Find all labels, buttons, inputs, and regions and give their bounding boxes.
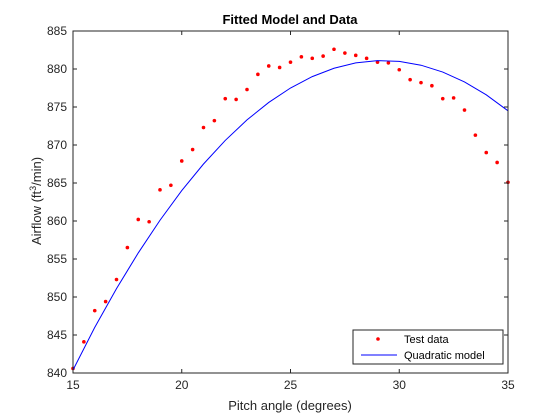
x-tick-label: 20: [175, 378, 189, 392]
y-tick-label: 845: [47, 328, 67, 342]
legend-box: [352, 329, 504, 365]
data-point: [397, 67, 402, 72]
y-tick-label: 865: [47, 176, 67, 190]
data-point: [266, 64, 271, 68]
data-point: [343, 51, 347, 55]
data-point: [353, 53, 358, 58]
data-point: [495, 160, 499, 165]
y-tick-label: 855: [47, 252, 67, 266]
data-point: [473, 133, 478, 137]
legend: Test data Quadratic model: [352, 329, 504, 365]
data-point: [169, 183, 173, 188]
data-point: [212, 118, 217, 123]
data-point: [234, 97, 238, 102]
legend-marker-test-data: [376, 337, 380, 341]
plot-area: [71, 31, 510, 373]
y-tick-label: 885: [47, 24, 67, 38]
y-axis-label-unit: /min): [29, 157, 44, 186]
data-point: [190, 147, 195, 152]
data-point: [136, 217, 141, 222]
data-point: [277, 65, 282, 70]
y-tick-label: 870: [47, 138, 67, 152]
x-tick-label: 15: [66, 378, 80, 392]
data-point: [386, 61, 391, 65]
data-point: [375, 60, 380, 64]
data-point: [299, 55, 304, 59]
plot-background: [73, 31, 508, 373]
data-point: [310, 56, 315, 61]
data-point: [462, 108, 467, 112]
data-point: [451, 96, 456, 100]
data-point: [82, 340, 86, 344]
data-point: [321, 54, 325, 58]
y-tick-label: 880: [47, 62, 67, 76]
x-tick-label: 30: [393, 378, 407, 392]
data-point: [92, 308, 97, 313]
x-tick-label: 25: [284, 378, 298, 392]
x-tick-label: 35: [501, 378, 515, 392]
data-point: [103, 299, 108, 304]
data-point: [158, 188, 162, 192]
legend-label-test-data: Test data: [404, 334, 450, 346]
data-point: [408, 77, 412, 82]
y-axis-label: Airflow (ft3/min): [28, 157, 44, 245]
legend-label-quadratic-model: Quadratic model: [404, 350, 485, 362]
data-point: [201, 125, 206, 130]
data-point: [332, 47, 336, 52]
x-axis-label: Pitch angle (degrees): [228, 398, 352, 413]
y-tick-label: 875: [47, 100, 67, 114]
data-point: [440, 96, 445, 101]
data-point: [419, 80, 423, 85]
data-point: [484, 150, 489, 155]
data-point: [114, 277, 119, 282]
data-point: [147, 219, 151, 224]
data-point: [223, 96, 228, 101]
data-point: [288, 60, 293, 64]
y-axis-label-superscript: 3: [28, 186, 38, 191]
axes: 15 20 25 30 35 840 845 850 855 860 865 870 875 880 885: [47, 24, 515, 392]
data-point: [364, 56, 369, 61]
y-axis-label-main: Airflow (ft: [29, 190, 44, 245]
model-curve: [72, 60, 509, 371]
data-point: [125, 245, 130, 250]
y-tick-label: 850: [47, 290, 67, 304]
data-point: [256, 72, 260, 77]
y-tick-label: 840: [47, 366, 67, 380]
data-point: [245, 87, 249, 92]
chart-title: Fitted Model and Data: [222, 12, 358, 27]
data-point: [179, 159, 184, 163]
y-tick-label: 860: [47, 214, 67, 228]
data-point: [430, 83, 434, 88]
